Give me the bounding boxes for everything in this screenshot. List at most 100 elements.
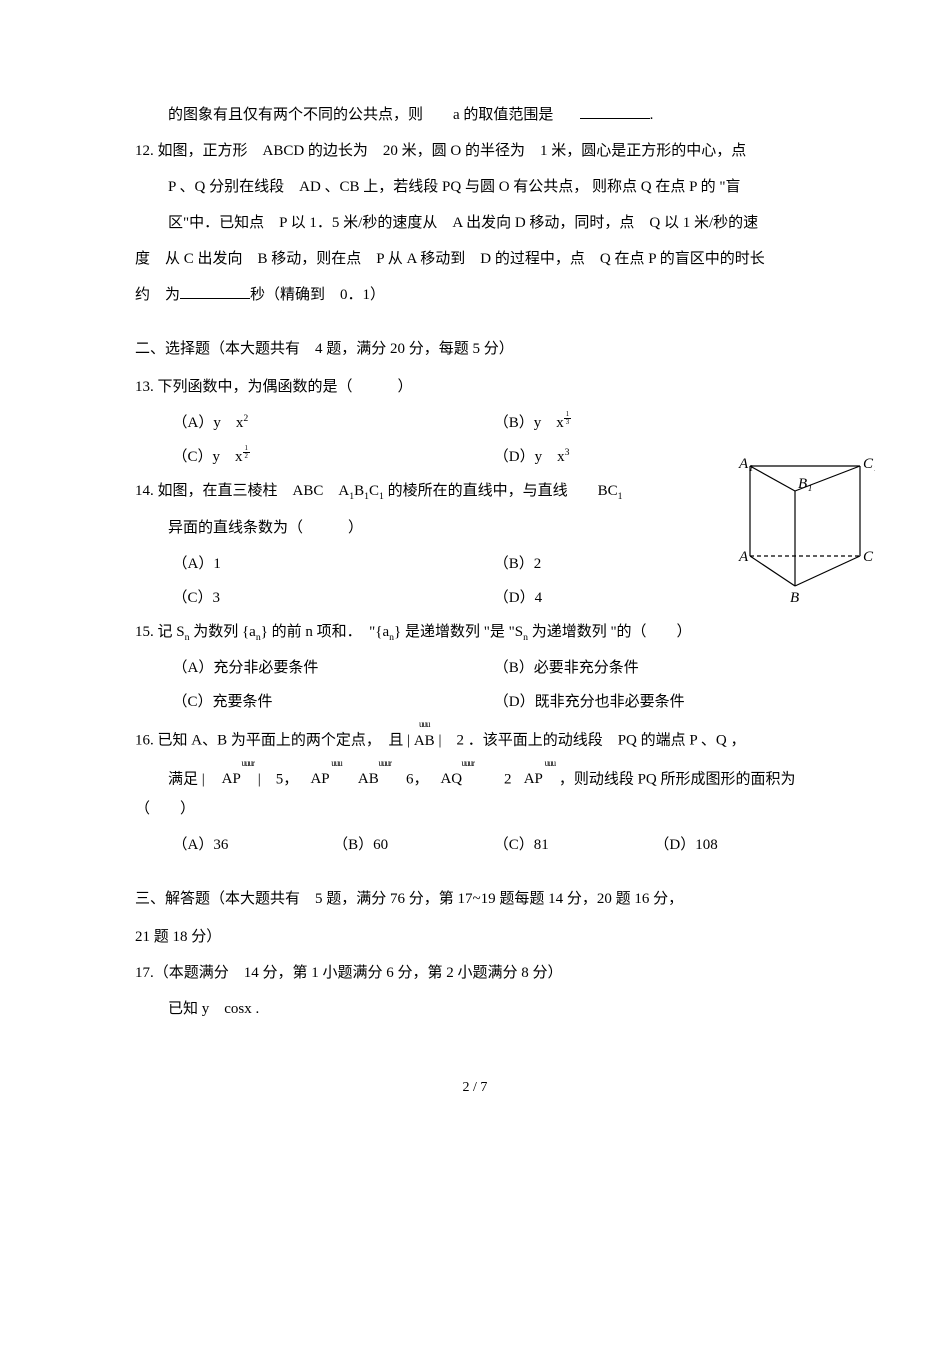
q16-a: 已知 A、B 为平面上的两个定点， 且 |	[158, 733, 414, 749]
vec-AB2: uuurAB	[346, 762, 392, 795]
q15-num: 15.	[135, 624, 154, 640]
q16-b: | 2 ．该平面上的动线段 PQ 的端点 P 、Q ，	[435, 733, 746, 749]
q17-line2: 已知 y cosx .	[135, 994, 815, 1024]
section3-header-a: 三、解答题（本大题共有 5 题，满分 76 分，第 17~19 题每题 14 分…	[135, 884, 815, 914]
q15-b: 为数列 {a	[189, 624, 255, 640]
q15-optB: （B）必要非充分条件	[494, 653, 815, 683]
vec-AP2: uuu AP	[298, 762, 342, 795]
q14-opts-row2: （C）3 （D）4	[173, 583, 816, 613]
q13-num: 13.	[135, 379, 154, 395]
q14-text-d: 的棱所在的直线中，与直线 BC	[384, 483, 618, 499]
q12-num: 12.	[135, 143, 154, 159]
q14-text-c: C	[369, 483, 379, 499]
q13-optD-exp: 3	[565, 447, 570, 458]
section2-header: 二、选择题（本大题共有 4 题，满分 20 分，每题 5 分）	[135, 334, 815, 364]
q13-optA-exp: 2	[243, 413, 248, 424]
q13-optA-pre: （A）y x	[173, 415, 244, 431]
q13-text: 下列函数中，为偶函数的是（ ）	[158, 379, 413, 395]
q13-optB: （B）y x13	[494, 408, 815, 438]
q16-line2: 满足 | uuurAP | 5，uuuAP uuurAB 6，uuurAQ 2u…	[135, 762, 815, 825]
q16-l2b: | 5，	[254, 771, 298, 787]
q11-blank	[580, 104, 650, 119]
q13-opts-row2: （C）y x12 （D）y x3	[173, 442, 816, 472]
vec-AB2-label: AB	[358, 771, 379, 787]
vec-AP3: uuu AP	[512, 762, 556, 795]
q16-opts: （A）36 （B）60 （C）81 （D）108	[173, 830, 816, 860]
q13-optB-den: 3	[564, 419, 571, 427]
q13-optC-num: 1	[243, 445, 250, 454]
q12-blank	[180, 284, 250, 299]
q15-a: 记 S	[158, 624, 185, 640]
label-A1: A₁	[738, 456, 753, 472]
q14-optA: （A）1	[173, 549, 494, 579]
label-C1: C₁	[863, 456, 875, 472]
q15-c: } 的前 n 项和． "{a	[261, 624, 389, 640]
label-C: C	[863, 549, 874, 565]
q13: 13. 下列函数中，为偶函数的是（ ）	[135, 372, 815, 402]
vec-AB-label: AB	[414, 733, 435, 749]
q12-line2: P 、Q 分别在线段 AD 、CB 上，若线段 PQ 与圆 O 有公共点， 则称…	[135, 172, 815, 202]
q16-optD: （D）108	[654, 830, 815, 860]
vec-AB: uuuAB	[414, 723, 435, 756]
q17-text: （本题满分 14 分，第 1 小题满分 6 分，第 2 小题满分 8 分）	[154, 965, 563, 981]
q15-optA: （A）充分非必要条件	[173, 653, 494, 683]
q15-opts-row2: （C）充要条件 （D）既非充分也非必要条件	[173, 687, 816, 717]
q17: 17.（本题满分 14 分，第 1 小题满分 6 分，第 2 小题满分 8 分）	[135, 958, 815, 988]
q15-d: } 是递增数列 "是 "S	[394, 624, 523, 640]
q16: 16. 已知 A、B 为平面上的两个定点， 且 | uuuAB | 2 ．该平面…	[135, 723, 815, 756]
vec-AP2-arrow: uuu	[298, 762, 342, 765]
vec-AQ-arrow: uuur	[429, 762, 475, 765]
q15: 15. 记 Sn 为数列 {an} 的前 n 项和． "{an} 是递增数列 "…	[135, 617, 815, 648]
vec-AQ: uuur AQ	[429, 762, 475, 795]
prism-figure: A₁ C₁ B₁ A C B	[725, 446, 875, 611]
q15-optC: （C）充要条件	[173, 687, 494, 717]
vec-AP3-label: AP	[524, 771, 543, 787]
q14-opts-row1: （A）1 （B）2	[173, 549, 816, 579]
q16-l2a: 满足 |	[168, 771, 209, 787]
q11-period: .	[650, 107, 654, 123]
label-A: A	[738, 549, 749, 565]
q14-line2: 异面的直线条数为（ ）	[135, 513, 815, 543]
q12-line5a: 约 为	[135, 287, 180, 303]
q13-optC-pre: （C）y x	[173, 449, 243, 465]
q16-optB: （B）60	[333, 830, 494, 860]
q13-optC: （C）y x12	[173, 442, 494, 472]
vec-AP3-arrow: uuu	[512, 762, 556, 765]
vec-AP1: uuur AP	[209, 762, 255, 795]
q12: 12. 如图，正方形 ABCD 的边长为 20 米，圆 O 的半径为 1 米，圆…	[135, 136, 815, 166]
q16-optA: （A）36	[173, 830, 334, 860]
q13-optD-pre: （D）y x	[494, 449, 565, 465]
q13-optA: （A）y x2	[173, 408, 494, 438]
q16-num: 16.	[135, 733, 154, 749]
q12-line4: 度 从 C 出发向 B 移动，则在点 P 从 A 移动到 D 的过程中，点 Q …	[135, 244, 815, 274]
q13-opts-row1: （A）y x2 （B）y x13	[173, 408, 816, 438]
q11-tail-text: 的图象有且仅有两个不同的公共点，则 a 的取值范围是	[168, 107, 553, 123]
q14-optC: （C）3	[173, 583, 494, 613]
q16-l2d: 2	[474, 771, 512, 787]
q13-optC-frac: 12	[243, 445, 250, 461]
q15-opts-row1: （A）充分非必要条件 （B）必要非充分条件	[173, 653, 816, 683]
vec-AP1-label: AP	[222, 771, 241, 787]
q14-num: 14.	[135, 483, 154, 499]
q13-optB-pre: （B）y x	[494, 415, 564, 431]
q14-sub1d: 1	[618, 491, 623, 502]
q12-line5: 约 为秒（精确到 0．1）	[135, 280, 815, 310]
vec-AP1-arrow: uuur	[209, 762, 255, 765]
q14-text-b: B	[354, 483, 364, 499]
q13-optC-den: 2	[243, 453, 250, 461]
label-B1: B₁	[798, 476, 812, 492]
q17-num: 17.	[135, 965, 154, 981]
q14-wrap: A₁ C₁ B₁ A C B 14. 如图，在直三棱柱 ABC A1B1C1 的…	[135, 476, 815, 613]
page-footer: 2 / 7	[135, 1074, 815, 1102]
q11-tail: 的图象有且仅有两个不同的公共点，则 a 的取值范围是 .	[135, 100, 815, 130]
q12-line3: 区"中．已知点 P 以 1．5 米/秒的速度从 A 出发向 D 移动，同时，点 …	[135, 208, 815, 238]
q16-l2c: 6，	[391, 771, 429, 787]
q15-e: 为递增数列 "的（ ）	[528, 624, 692, 640]
vec-AQ-label: AQ	[440, 771, 462, 787]
section3-header-b: 21 题 18 分）	[135, 922, 815, 952]
q12-line1: 如图，正方形 ABCD 的边长为 20 米，圆 O 的半径为 1 米，圆心是正方…	[158, 143, 747, 159]
q15-optD: （D）既非充分也非必要条件	[494, 687, 815, 717]
label-B: B	[790, 590, 799, 606]
q13-optB-num: 1	[564, 411, 571, 420]
vec-AP2-label: AP	[310, 771, 329, 787]
